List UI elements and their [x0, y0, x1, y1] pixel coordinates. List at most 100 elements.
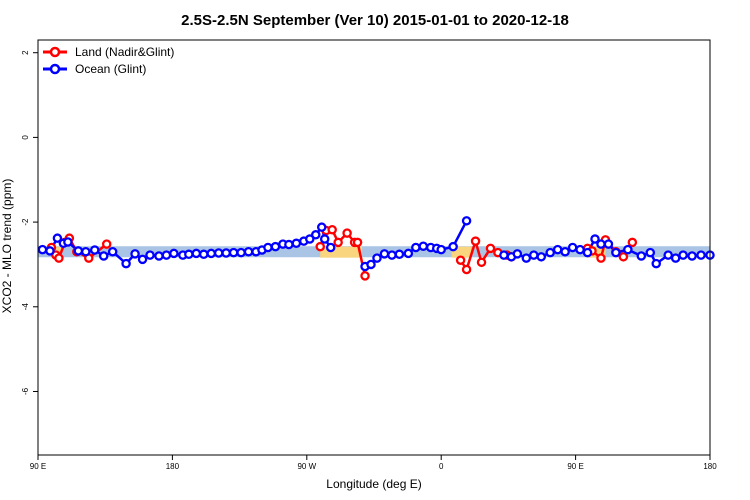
ocean-point — [319, 234, 330, 244]
ocean-point — [552, 244, 563, 255]
ocean-point — [107, 246, 118, 257]
ocean-point — [263, 242, 273, 253]
x-axis-label: Longitude (deg E) — [326, 477, 421, 491]
ocean-point — [418, 241, 429, 251]
land-point — [470, 236, 481, 246]
ocean-point — [436, 244, 446, 255]
ocean-point — [372, 253, 382, 263]
ocean-point — [499, 250, 509, 260]
ocean-point — [636, 251, 647, 261]
ocean-point — [590, 234, 600, 244]
ocean-point — [448, 241, 458, 252]
x-tick-label: 180 — [703, 462, 717, 471]
y-axis: 2 0 -2 -4 -6 — [21, 50, 38, 395]
ocean-point — [98, 251, 109, 261]
land-band-2 — [451, 246, 472, 258]
ocean-point — [575, 244, 585, 255]
ocean-point — [366, 259, 376, 270]
ocean-point — [678, 250, 688, 260]
ocean-point — [305, 234, 315, 244]
ocean-point — [387, 250, 397, 260]
ocean-point — [696, 250, 706, 260]
land-point — [455, 255, 466, 265]
land-point — [342, 228, 352, 238]
ocean-point — [206, 248, 216, 259]
land-point — [352, 237, 363, 248]
ocean-point — [316, 222, 327, 232]
x-tick-label: 90 E — [30, 462, 46, 471]
ocean-point — [73, 246, 84, 256]
ocean-point — [221, 248, 231, 258]
ocean-point — [567, 242, 578, 253]
x-tick-label: 180 — [166, 462, 180, 471]
ocean-point — [291, 238, 302, 249]
ocean-point — [270, 241, 281, 252]
ocean-point — [403, 248, 414, 259]
land-point — [627, 237, 638, 248]
ocean-point — [582, 247, 593, 258]
ocean-point — [199, 249, 209, 260]
ocean-point — [536, 252, 547, 262]
ocean-point — [81, 246, 91, 257]
ocean-point — [512, 249, 523, 259]
ocean-point — [243, 246, 254, 257]
ocean-point — [670, 253, 681, 263]
ocean-point — [611, 247, 621, 258]
ocean-point — [663, 250, 673, 260]
y-axis-label: XCO2 - MLO trend (ppm) — [0, 179, 14, 314]
legend-land-marker — [49, 46, 61, 58]
legend: Land (Nadir&Glint) Ocean (Glint) — [43, 45, 174, 76]
ocean-point — [161, 250, 172, 260]
ocean-point — [184, 249, 194, 260]
land-point — [618, 252, 629, 262]
land-point — [476, 257, 487, 268]
ocean-point — [213, 248, 224, 258]
land-band-1 — [320, 246, 363, 258]
y-tick-label: -4 — [21, 303, 30, 311]
ocean-point — [379, 249, 390, 259]
ocean-point — [137, 254, 148, 265]
land-point — [101, 239, 112, 249]
ocean-point — [169, 248, 179, 259]
ocean-point — [191, 248, 202, 259]
ocean-point — [52, 233, 63, 243]
x-tick-label: 0 — [439, 462, 444, 471]
land-point — [54, 253, 64, 263]
ocean-point — [37, 244, 48, 255]
ocean-point — [687, 251, 697, 261]
y-tick-label: -6 — [21, 387, 30, 395]
ocean-point — [89, 245, 100, 255]
ocean-point — [145, 250, 155, 260]
ocean-point — [236, 247, 246, 258]
ocean-point — [228, 247, 239, 258]
ocean-point — [651, 258, 661, 269]
legend-ocean-label: Ocean (Glint) — [75, 62, 146, 76]
ocean-point — [521, 253, 532, 263]
land-point — [461, 264, 472, 275]
plot-frame — [37, 39, 711, 456]
land-point — [596, 253, 606, 263]
legend-ocean-marker — [49, 63, 61, 75]
chart-title: 2.5S-2.5N September (Ver 10) 2015-01-01 … — [181, 12, 569, 29]
y-tick-label: -2 — [21, 218, 30, 226]
ocean-point — [311, 230, 321, 240]
land-point — [360, 271, 370, 281]
ocean-point — [63, 237, 73, 247]
ocean-band — [38, 246, 710, 258]
ocean-point — [45, 246, 55, 256]
y-tick-label: 0 — [21, 135, 30, 140]
ocean-point — [411, 242, 421, 253]
y-tick-label: 2 — [21, 50, 30, 55]
ocean-point — [603, 239, 614, 249]
ocean-point — [130, 249, 140, 259]
land-point — [333, 237, 343, 248]
ocean-point — [645, 247, 656, 258]
ocean-point — [545, 247, 555, 258]
land-point — [485, 243, 496, 254]
ocean-point — [121, 258, 131, 269]
legend-land-label: Land (Nadir&Glint) — [75, 45, 174, 59]
x-tick-label: 90 E — [567, 462, 583, 471]
ocean-point — [154, 251, 164, 261]
ocean-point — [529, 250, 539, 260]
